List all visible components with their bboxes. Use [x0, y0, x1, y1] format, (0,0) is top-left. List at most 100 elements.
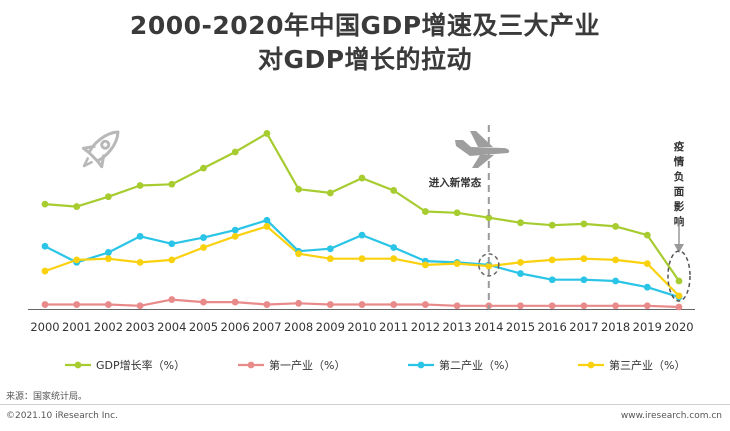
data-point: [390, 255, 398, 263]
legend: GDP增长率（%） 第一产业（%） 第二产业（%） 第三产业（%）: [65, 358, 685, 372]
data-point: [168, 180, 176, 188]
data-point: [136, 182, 144, 189]
new-normal-circle: [478, 253, 500, 277]
pandemic-circle: [667, 250, 691, 302]
data-point: [548, 302, 556, 310]
new-normal-label: 进入新常态: [429, 176, 482, 189]
line-chart: 2000 2001 2002 2003 2004 2005 2006 2007 2008 2009…: [28, 125, 695, 372]
data-point: [612, 256, 619, 264]
data-point: [358, 301, 366, 308]
x-tick-label: 2016: [538, 320, 567, 334]
data-point: [390, 244, 398, 251]
data-point: [200, 298, 207, 306]
data-point: [422, 208, 429, 215]
data-point: [263, 223, 271, 230]
data-point: [105, 193, 112, 201]
data-point: [295, 250, 302, 258]
x-tick-label: 2001: [62, 320, 91, 334]
footer-divider: [0, 404, 730, 405]
data-point: [263, 301, 271, 308]
x-tick-label: 2007: [252, 320, 281, 334]
x-tick-label: 2005: [189, 320, 218, 334]
data-point: [73, 301, 81, 308]
data-point: [517, 258, 524, 266]
legend-label: 第二产业（%）: [439, 358, 515, 372]
data-point: [358, 231, 366, 239]
data-point: [295, 185, 302, 193]
data-point: [643, 231, 651, 239]
data-point: [295, 299, 302, 307]
legend-label: 第三产业（%）: [609, 358, 685, 372]
data-point: [517, 219, 524, 227]
data-point: [263, 130, 271, 137]
data-point: [231, 232, 239, 240]
data-point: [675, 277, 683, 285]
x-tick-label: 2000: [30, 320, 59, 334]
legend-swatch-dot: [247, 361, 255, 369]
x-tick-label: 2004: [157, 320, 186, 334]
x-tick-label: 2003: [125, 320, 154, 334]
x-tick-label: 2009: [316, 320, 345, 334]
data-point: [422, 261, 429, 269]
data-point: [41, 242, 49, 250]
data-point: [358, 174, 366, 182]
data-point: [168, 256, 176, 264]
data-point: [263, 216, 271, 224]
data-point: [231, 226, 239, 234]
data-point: [105, 249, 112, 256]
data-point: [580, 220, 588, 228]
x-tick-label: 2015: [506, 320, 535, 334]
x-tick-label: 2002: [94, 320, 123, 334]
data-point: [453, 302, 461, 310]
x-tick-label: 2006: [221, 320, 250, 334]
data-point: [675, 303, 683, 311]
data-point: [548, 221, 556, 229]
data-point: [105, 301, 112, 308]
x-tick-label: 2017: [569, 320, 598, 334]
x-tick-label: 2010: [347, 320, 376, 334]
data-point: [136, 232, 144, 240]
data-point: [485, 214, 493, 222]
data-point: [41, 267, 49, 275]
legend-swatch-dot: [74, 361, 82, 369]
data-point: [612, 302, 619, 310]
data-point: [105, 255, 112, 263]
data-point: [168, 240, 176, 248]
data-point: [422, 301, 429, 308]
data-point: [200, 244, 207, 251]
legend-swatch-dot: [587, 361, 595, 369]
x-tick-label: 2014: [474, 320, 503, 334]
data-point: [548, 256, 556, 264]
data-point: [643, 260, 651, 268]
pandemic-label: 疫情负面影响: [674, 140, 685, 228]
legend-swatch-dot: [417, 361, 425, 369]
data-point: [136, 302, 144, 310]
data-point: [612, 223, 619, 230]
chart-title-line-2: 对GDP增长的拉动: [257, 45, 473, 74]
data-point: [326, 301, 334, 308]
rocket-icon: [81, 130, 120, 169]
data-point: [41, 200, 49, 208]
data-point: [675, 292, 683, 300]
data-point: [453, 260, 461, 268]
x-tick-label: 2008: [284, 320, 313, 334]
x-tick-label: 2013: [442, 320, 471, 334]
data-point: [136, 258, 144, 266]
data-point: [200, 234, 207, 241]
data-point: [326, 245, 334, 253]
data-point: [390, 187, 398, 194]
x-tick-label: 2019: [633, 320, 662, 334]
x-tick-label: 2011: [379, 320, 408, 334]
copyright: ©2021.10 iResearch Inc.: [6, 411, 118, 421]
data-point: [231, 148, 239, 156]
chart-title-line-1: 2000-2020年中国GDP增速及三大产业: [129, 11, 601, 40]
website: www.iresearch.com.cn: [620, 411, 722, 421]
legend-label: GDP增长率（%）: [96, 358, 185, 372]
data-point: [41, 301, 49, 308]
data-point: [517, 270, 524, 277]
data-point: [200, 164, 207, 172]
x-axis: 2000 2001 2002 2003 2004 2005 2006 2007 2008 2009…: [28, 309, 695, 334]
data-point: [580, 302, 588, 310]
source-note: 来源：国家统计局。: [6, 392, 88, 402]
airplane-icon: [455, 131, 510, 168]
